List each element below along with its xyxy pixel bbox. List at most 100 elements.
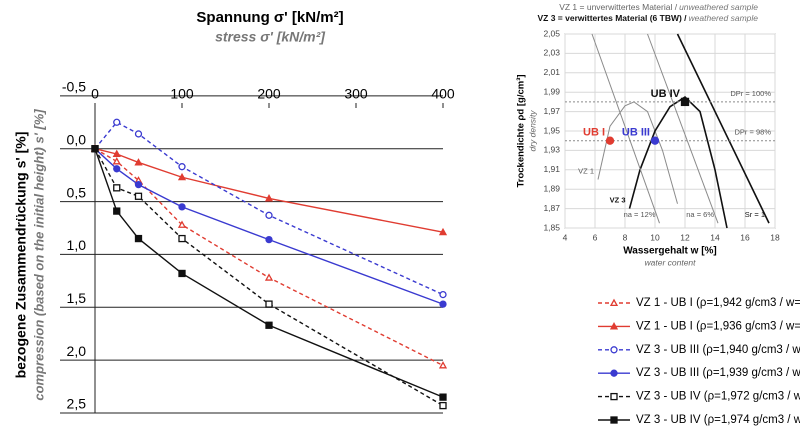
marker bbox=[610, 416, 618, 424]
marker bbox=[610, 369, 618, 377]
marker bbox=[134, 158, 143, 166]
y-tick-label: 2,03 bbox=[543, 48, 560, 58]
marker bbox=[439, 290, 447, 299]
y-tick-label: 2,0 bbox=[67, 343, 87, 359]
x-tick-label: 14 bbox=[710, 232, 720, 242]
x-tick-label: 4 bbox=[563, 232, 568, 242]
legend-label: VZ 3 - UB III (ρ=1,939 g/cm3 / w=10,3 % … bbox=[636, 367, 800, 379]
curve-label: na = 12% bbox=[624, 210, 656, 219]
marker bbox=[439, 393, 447, 401]
x-tick-label: 400 bbox=[431, 86, 455, 102]
x-tick-label: 12 bbox=[680, 232, 690, 242]
curve bbox=[647, 33, 719, 224]
y-tick-label: 0,0 bbox=[67, 131, 87, 147]
marker bbox=[680, 97, 690, 107]
marker bbox=[178, 163, 186, 171]
marker bbox=[112, 157, 121, 165]
y-axis-subtitle: compression (based on the initial height… bbox=[31, 109, 46, 401]
marker bbox=[609, 298, 619, 307]
curve-label: Sr = 1 bbox=[745, 210, 765, 219]
marker bbox=[134, 181, 143, 189]
marker bbox=[91, 145, 99, 153]
marker bbox=[650, 136, 660, 145]
annotation: VZ 3 = verwittertes Material (6 TBW) / we… bbox=[538, 13, 759, 23]
x-tick-label: 300 bbox=[344, 86, 368, 102]
chart-title: Spannung σ' [kN/m²] bbox=[196, 9, 343, 26]
legend-label: VZ 3 - UB IV (ρ=1,974 g/cm3 / w=12,8 % /… bbox=[636, 414, 800, 426]
x-tick-label: 100 bbox=[170, 86, 194, 102]
curve-label: VZ 3 bbox=[610, 196, 626, 205]
chart-subtitle: stress σ' [kN/m²] bbox=[215, 29, 326, 45]
y-tick-label: 1,0 bbox=[67, 237, 87, 253]
series-line bbox=[94, 148, 444, 407]
y-tick-label: 1,97 bbox=[543, 106, 560, 116]
marker bbox=[265, 211, 273, 219]
annotation-main: VZ 1 = unverwittertes Material / bbox=[559, 2, 678, 12]
marker bbox=[134, 234, 143, 243]
point-label: UB I bbox=[583, 127, 605, 139]
marker bbox=[113, 184, 121, 192]
marker bbox=[178, 234, 186, 243]
marker bbox=[177, 220, 187, 228]
y-tick-label: -0,5 bbox=[62, 79, 86, 95]
y-tick-label: 2,01 bbox=[543, 67, 560, 77]
y-tick-label: 1,85 bbox=[543, 222, 560, 232]
curve-label: DPr = 100% bbox=[730, 89, 771, 98]
marker bbox=[265, 300, 273, 308]
legend-label: VZ 3 - UB IV (ρ=1,972 g/cm3 / w=12,5 % /… bbox=[636, 391, 800, 403]
marker bbox=[438, 361, 448, 369]
series-line bbox=[94, 148, 444, 233]
marker bbox=[134, 192, 143, 200]
curve bbox=[676, 33, 770, 224]
marker bbox=[605, 136, 615, 145]
marker bbox=[112, 149, 121, 158]
x-axis-title: Wassergehalt w [%] bbox=[623, 246, 717, 257]
curve-label: VZ 1 bbox=[578, 166, 594, 175]
annotation: VZ 1 = unverwittertes Material / unweathe… bbox=[559, 2, 758, 12]
annotation-sub: unweathered sample bbox=[679, 2, 758, 12]
curve-label: na = 6% bbox=[686, 210, 714, 219]
annotation-main: VZ 3 = verwittertes Material (6 TBW) / bbox=[538, 13, 688, 23]
y-axis-title: bezogene Zusammendrückung s' [%] bbox=[13, 132, 29, 379]
marker bbox=[439, 401, 447, 410]
marker bbox=[438, 227, 448, 236]
marker bbox=[264, 273, 274, 281]
marker bbox=[265, 321, 273, 329]
marker bbox=[113, 207, 121, 215]
marker bbox=[113, 118, 121, 126]
series-line bbox=[94, 148, 444, 367]
y-tick-label: 1,93 bbox=[543, 145, 560, 155]
marker bbox=[113, 165, 121, 173]
x-tick-label: 200 bbox=[257, 86, 281, 102]
y-tick-label: 1,5 bbox=[67, 290, 87, 306]
y-tick-label: 2,05 bbox=[543, 28, 560, 38]
x-tick-label: 0 bbox=[91, 86, 99, 102]
point-label: UB IV bbox=[651, 88, 681, 100]
annotation-sub: weathered sample bbox=[689, 13, 759, 23]
marker bbox=[265, 235, 273, 244]
marker bbox=[610, 392, 618, 401]
y-tick-label: 1,99 bbox=[543, 86, 560, 96]
series-line bbox=[94, 148, 444, 305]
marker bbox=[610, 346, 618, 354]
y-tick-label: 1,95 bbox=[543, 125, 560, 135]
curve bbox=[591, 33, 660, 224]
y-axis-subtitle: dry density bbox=[527, 110, 537, 152]
x-tick-label: 8 bbox=[623, 232, 628, 242]
marker bbox=[609, 322, 619, 330]
series-line bbox=[94, 121, 444, 296]
y-tick-label: 1,87 bbox=[543, 203, 560, 213]
marker bbox=[134, 130, 143, 138]
curve-label: DPr = 98% bbox=[735, 128, 772, 137]
series-line bbox=[94, 148, 444, 398]
x-tick-label: 18 bbox=[770, 232, 780, 242]
x-axis-subtitle: water content bbox=[644, 257, 696, 267]
y-tick-label: 0,5 bbox=[67, 184, 87, 200]
x-tick-label: 16 bbox=[740, 232, 750, 242]
y-tick-label: 2,5 bbox=[67, 396, 87, 412]
y-tick-label: 1,91 bbox=[543, 164, 560, 174]
legend-label: VZ 1 - UB I (ρ=1,942 g/cm3 / w=6,6 % / s… bbox=[636, 297, 800, 309]
y-tick-label: 1,89 bbox=[543, 183, 560, 193]
marker bbox=[439, 300, 447, 308]
